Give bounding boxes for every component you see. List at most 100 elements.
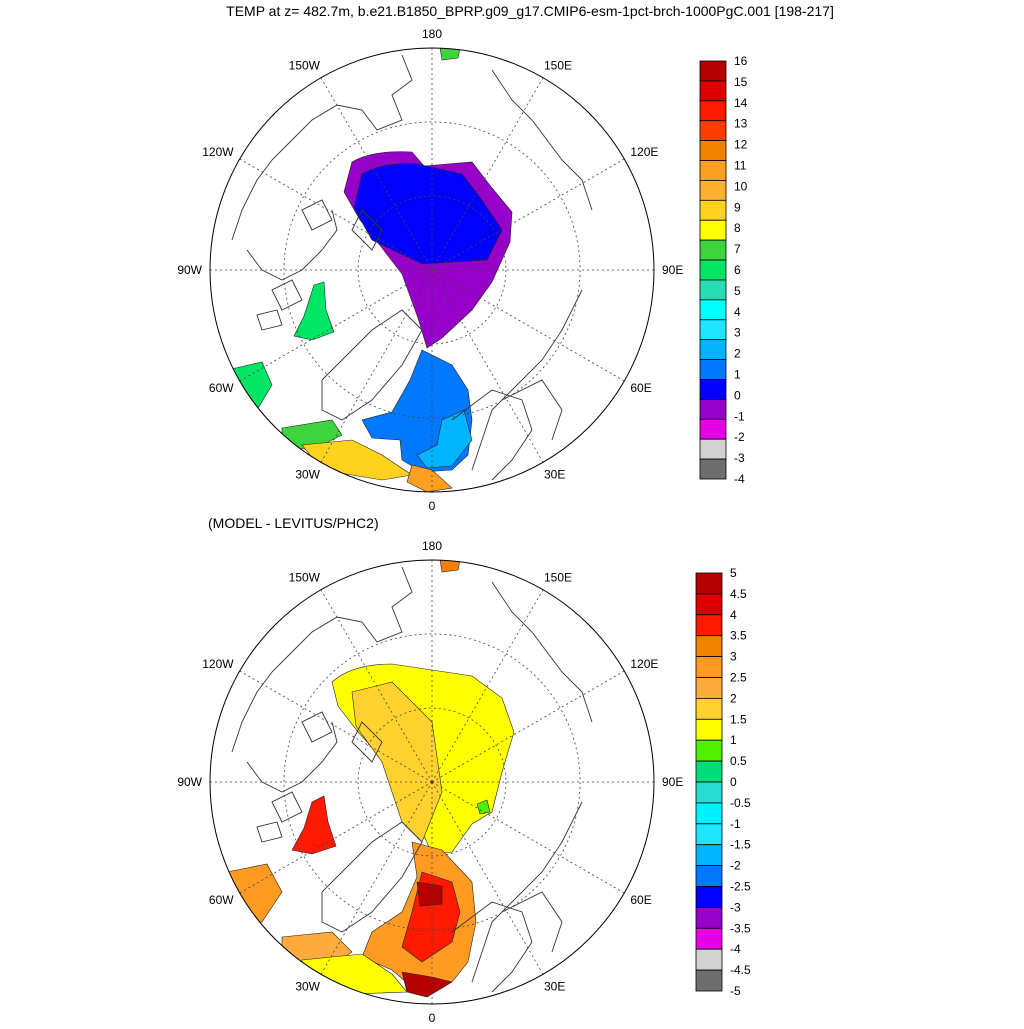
colorbar-box [699, 299, 727, 321]
longitude-label: 180 [422, 539, 442, 553]
temperature-field [216, 560, 515, 998]
colorbar-box [699, 259, 727, 281]
colorbar-tick-label: 1 [734, 368, 741, 382]
colorbar-tick-label: -4.5 [730, 963, 751, 977]
colorbar-tick-label: 3.5 [730, 629, 747, 643]
colorbar-tick-label: -1.5 [730, 838, 751, 852]
colorbar-tick-label: 1 [730, 733, 737, 747]
latitude-circle [357, 195, 507, 345]
colorbar-tick-label: -4 [730, 942, 741, 956]
meridian-line [320, 269, 433, 463]
colorbar-tick-label: 12 [734, 138, 748, 152]
longitude-label: 60W [209, 893, 234, 907]
colorbar-tick-label: 2 [730, 691, 737, 705]
colorbar-box [699, 418, 727, 440]
bottom-colorbar: 5 4.5 4 3.5 3 2.5 2 1.5 1 0.5 0 -0.5 -1 -1.5 -2 -2.5 -3 -… [695, 566, 751, 998]
colorbar-tick-label: 10 [734, 179, 748, 193]
latitude-circle [283, 633, 581, 931]
longitude-label: 150W [289, 59, 321, 73]
colorbar-box [699, 120, 727, 142]
colorbar-box [695, 969, 723, 992]
colorbar-box [695, 823, 723, 846]
colorbar-box [699, 339, 727, 360]
colorbar-tick-label: 13 [734, 117, 748, 131]
latitude-circle [357, 707, 507, 857]
colorbar-tick-label: -3.5 [730, 921, 751, 935]
longitude-label: 90W [177, 775, 202, 789]
contour-region [401, 971, 453, 998]
colorbar-box [695, 927, 723, 950]
colorbar-box [695, 593, 723, 616]
colorbar-box [699, 180, 727, 201]
colorbar-box [699, 80, 727, 102]
colorbar-box [695, 844, 723, 867]
colorbar-tick-label: 6 [734, 263, 741, 277]
coastline [471, 801, 583, 983]
top-map-panel: 180 150E 120E 90E 60E 30E 0 30W 60W 90W 120W 150W [177, 27, 683, 513]
longitude-label: 60E [630, 381, 651, 395]
coastline [351, 209, 383, 251]
colorbar-tick-label: 11 [734, 159, 747, 173]
longitude-label: 0 [429, 1011, 436, 1024]
colorbar-box [695, 865, 723, 887]
meridian-line [239, 269, 433, 382]
colorbar-tick-label: -1 [734, 409, 745, 423]
colorbar-tick-label: 0 [730, 775, 737, 789]
colorbar-box [695, 635, 723, 658]
colorbar-box [699, 199, 727, 221]
colorbar-box [699, 219, 727, 241]
longitude-label: 60W [209, 381, 234, 395]
colorbar-tick-label: 0.5 [730, 754, 747, 768]
colorbar-tick-label: 7 [734, 242, 741, 256]
meridian-line [320, 77, 433, 271]
colorbar-box [695, 718, 723, 741]
colorbar-tick-label: 4.5 [730, 587, 747, 601]
longitude-label: 120W [202, 145, 234, 159]
bottom-panel-subtitle: (MODEL - LEVITUS/PHC2) [208, 515, 379, 531]
colorbar-box [695, 739, 723, 762]
longitude-label: 60E [630, 893, 651, 907]
longitude-label: 120E [630, 657, 658, 671]
colorbar-tick-label: 0 [734, 388, 741, 402]
colorbar-box [695, 614, 723, 637]
colorbar-box [699, 239, 727, 261]
meridian-line [431, 781, 625, 894]
colorbar-tick-label: -2 [730, 859, 741, 873]
coastline [301, 199, 333, 231]
colorbar-tick-label: -2 [734, 430, 745, 444]
contour-region [416, 409, 473, 469]
colorbar-tick-label: 5 [734, 284, 741, 298]
colorbar-box [695, 886, 723, 908]
contour-region [476, 799, 491, 815]
longitude-label: 120E [630, 145, 658, 159]
colorbar-tick-label: 15 [734, 75, 748, 89]
colorbar-tick-label: 4 [734, 305, 741, 319]
coastline [491, 69, 593, 211]
colorbar-box [695, 760, 723, 783]
colorbar-tick-label: 14 [734, 96, 748, 110]
meridian-line [431, 589, 544, 783]
longitude-label: 150E [544, 59, 572, 73]
colorbar-box [699, 140, 727, 161]
coastline [451, 901, 533, 993]
coastline [471, 289, 583, 471]
longitude-label: 30W [295, 467, 320, 481]
meridian-line [239, 781, 433, 894]
coastline [501, 891, 563, 953]
longitude-label: 120W [202, 657, 234, 671]
colorbar-box [699, 379, 727, 400]
longitude-label: 0 [429, 499, 436, 513]
colorbar-tick-label: 2.5 [730, 671, 747, 685]
meridian-line [320, 589, 433, 783]
colorbar-tick-label: -5 [730, 984, 741, 998]
meridian-line [431, 158, 625, 271]
colorbar-box [699, 319, 727, 341]
coastline [351, 721, 383, 763]
coastline [271, 279, 303, 311]
colorbar-tick-label: 9 [734, 200, 741, 214]
colorbar-tick-label: 16 [734, 54, 748, 68]
colorbar-box [695, 948, 723, 971]
coastline [321, 309, 423, 421]
colorbar-box [695, 572, 723, 595]
colorbar-tick-label: 8 [734, 221, 741, 235]
